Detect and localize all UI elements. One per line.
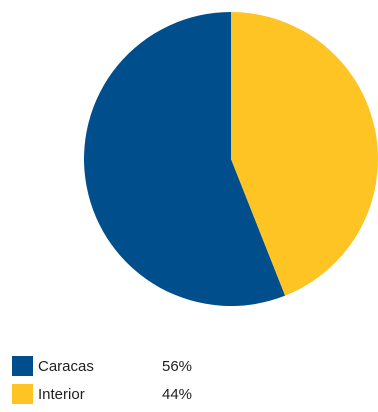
pie-chart <box>84 12 378 306</box>
legend-label-interior: Interior <box>38 385 85 403</box>
legend-swatch-caracas <box>12 356 33 376</box>
legend-label-caracas: Caracas <box>38 357 94 375</box>
pie-slice-caracas <box>84 12 286 306</box>
pie-slices <box>84 12 378 306</box>
legend-value-interior: 44% <box>162 385 193 403</box>
legend-swatch-interior <box>12 384 33 404</box>
legend-value-caracas: 56% <box>162 357 193 375</box>
pie-slice-interior <box>231 12 378 296</box>
legend: Caracas 56% Interior 44% <box>12 356 272 412</box>
legend-item-caracas: Caracas 56% <box>12 356 272 376</box>
legend-item-interior: Interior 44% <box>12 384 272 404</box>
